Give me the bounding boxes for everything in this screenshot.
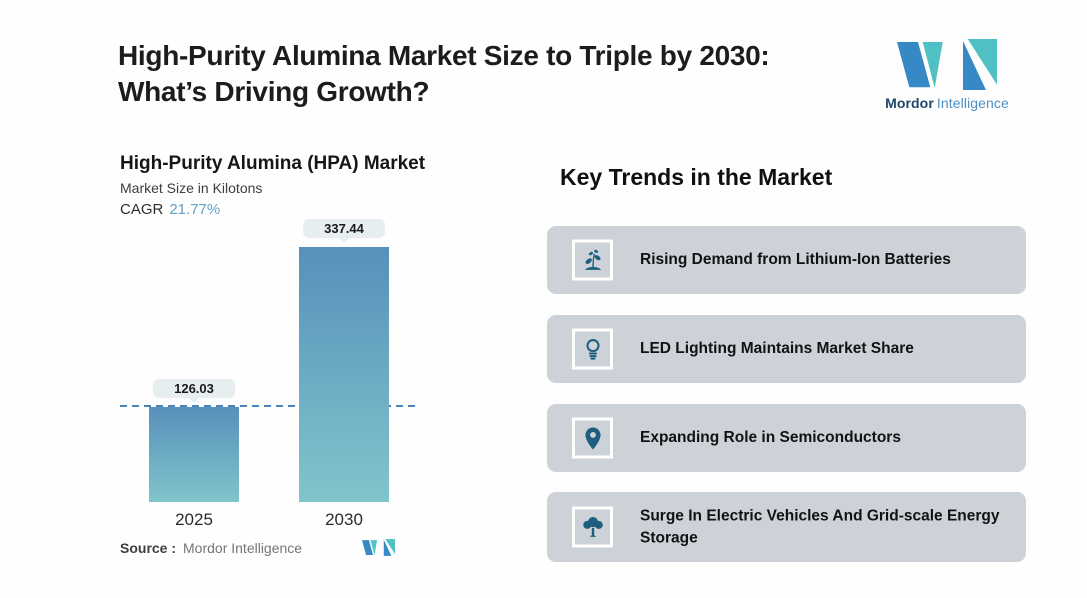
brand-logo-block: Mordor Intelligence [880, 38, 1014, 111]
chart-subtitle: Market Size in Kilotons [120, 180, 263, 196]
tree-icon [582, 516, 603, 537]
icon-box [572, 328, 613, 370]
location-pin-icon [584, 426, 601, 450]
seedling-icon [584, 249, 601, 270]
baseline-dashed-line [120, 404, 420, 407]
trend-label: Rising Demand from Lithium-Ion Batteries [640, 251, 951, 269]
source-value: Mordor Intelligence [183, 540, 303, 556]
trend-label: Surge In Electric Vehicles And Grid-scal… [640, 507, 1000, 546]
trend-card-lithium-batteries: Rising Demand from Lithium-Ion Batteries [547, 226, 1026, 294]
bar-2030 [299, 247, 389, 502]
value-badge-2030: 337.44 [303, 219, 385, 238]
trend-label: Expanding Role in Semiconductors [640, 429, 901, 447]
trend-card-led-lighting: LED Lighting Maintains Market Share [547, 315, 1026, 383]
icon-box [572, 417, 613, 459]
source-row: Source : Mordor Intelligence [120, 540, 302, 556]
page-title-line1: High-Purity Alumina Market Size to Tripl… [118, 40, 770, 71]
trends-heading: Key Trends in the Market [560, 164, 833, 190]
cagr-value: 21.77% [169, 201, 221, 218]
bar-chart-plot: 126.03 337.44 2025 2030 [120, 215, 420, 529]
lightbulb-icon [585, 338, 600, 360]
source-label: Source : [120, 540, 177, 556]
x-axis-label-2030: 2030 [325, 510, 363, 529]
trend-label: LED Lighting Maintains Market Share [640, 340, 914, 358]
page-title-line2: What’s Driving Growth? [118, 76, 430, 107]
bar-2025 [149, 406, 239, 502]
icon-box [572, 239, 613, 281]
trend-card-ev-grid-storage: Surge In Electric Vehicles And Grid-scal… [547, 492, 1026, 562]
trend-card-semiconductors: Expanding Role in Semiconductors [547, 404, 1026, 472]
brand-wordmark: Mordor Intelligence [880, 95, 1014, 111]
brand-name-light: Intelligence [936, 95, 1009, 111]
chart-title: High-Purity Alumina (HPA) Market [120, 153, 426, 174]
cagr-label: CAGR [120, 201, 164, 218]
value-badge-2025: 126.03 [153, 378, 235, 398]
x-axis-label-2025: 2025 [175, 510, 213, 529]
icon-box [572, 506, 613, 548]
page-title: High-Purity Alumina Market Size to Tripl… [118, 38, 878, 110]
mordor-mini-logo-icon [362, 539, 395, 556]
chart-cagr: CAGR 21.77% [120, 201, 220, 218]
brand-name-bold: Mordor [885, 95, 934, 111]
mordor-intelligence-logo-icon [897, 39, 997, 90]
